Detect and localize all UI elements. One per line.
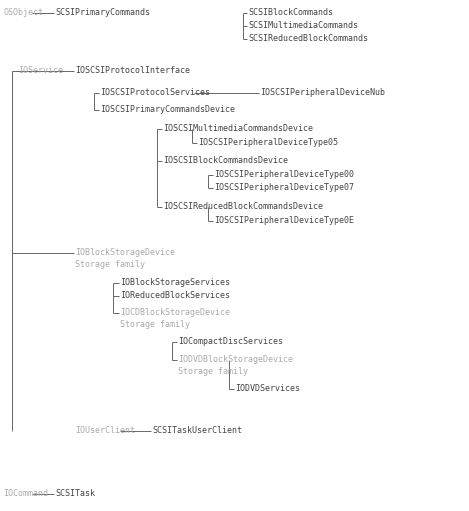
- Text: IOSCSIReducedBlockCommandsDevice: IOSCSIReducedBlockCommandsDevice: [163, 202, 323, 211]
- Text: IOUserClient: IOUserClient: [75, 426, 135, 435]
- Text: IODVDBlockStorageDevice: IODVDBlockStorageDevice: [178, 355, 293, 364]
- Text: SCSITaskUserClient: SCSITaskUserClient: [152, 426, 242, 435]
- Text: IOBlockStorageDevice: IOBlockStorageDevice: [75, 248, 175, 257]
- Text: IOSCSIProtocolInterface: IOSCSIProtocolInterface: [75, 66, 190, 75]
- Text: SCSITask: SCSITask: [55, 489, 95, 498]
- Text: IOCommand: IOCommand: [3, 489, 48, 498]
- Text: IOSCSIPeripheralDeviceType00: IOSCSIPeripheralDeviceType00: [214, 170, 354, 179]
- Text: IOService: IOService: [18, 66, 63, 75]
- Text: IOSCSIBlockCommandsDevice: IOSCSIBlockCommandsDevice: [163, 156, 288, 165]
- Text: Storage family: Storage family: [178, 367, 248, 376]
- Text: OSObject: OSObject: [3, 8, 43, 17]
- Text: IOCompactDiscServices: IOCompactDiscServices: [178, 337, 283, 346]
- Text: IOCDBlockStorageDevice: IOCDBlockStorageDevice: [120, 308, 230, 317]
- Text: IOSCSIPeripheralDeviceType05: IOSCSIPeripheralDeviceType05: [198, 138, 338, 147]
- Text: IOSCSIPeripheralDeviceType07: IOSCSIPeripheralDeviceType07: [214, 183, 354, 192]
- Text: Storage family: Storage family: [120, 320, 190, 329]
- Text: SCSIReducedBlockCommands: SCSIReducedBlockCommands: [248, 34, 368, 43]
- Text: SCSIPrimaryCommands: SCSIPrimaryCommands: [55, 8, 150, 17]
- Text: IOReducedBlockServices: IOReducedBlockServices: [120, 291, 230, 300]
- Text: SCSIBlockCommands: SCSIBlockCommands: [248, 8, 333, 17]
- Text: IOSCSIMultimediaCommandsDevice: IOSCSIMultimediaCommandsDevice: [163, 124, 313, 133]
- Text: IOSCSIProtocolServices: IOSCSIProtocolServices: [100, 88, 210, 97]
- Text: IOSCSIPrimaryCommandsDevice: IOSCSIPrimaryCommandsDevice: [100, 105, 235, 114]
- Text: IOSCSIPeripheralDeviceNub: IOSCSIPeripheralDeviceNub: [260, 88, 385, 97]
- Text: SCSIMultimediaCommands: SCSIMultimediaCommands: [248, 21, 358, 30]
- Text: IOBlockStorageServices: IOBlockStorageServices: [120, 278, 230, 287]
- Text: IODVDServices: IODVDServices: [235, 384, 300, 393]
- Text: IOSCSIPeripheralDeviceType0E: IOSCSIPeripheralDeviceType0E: [214, 216, 354, 225]
- Text: Storage family: Storage family: [75, 260, 145, 269]
